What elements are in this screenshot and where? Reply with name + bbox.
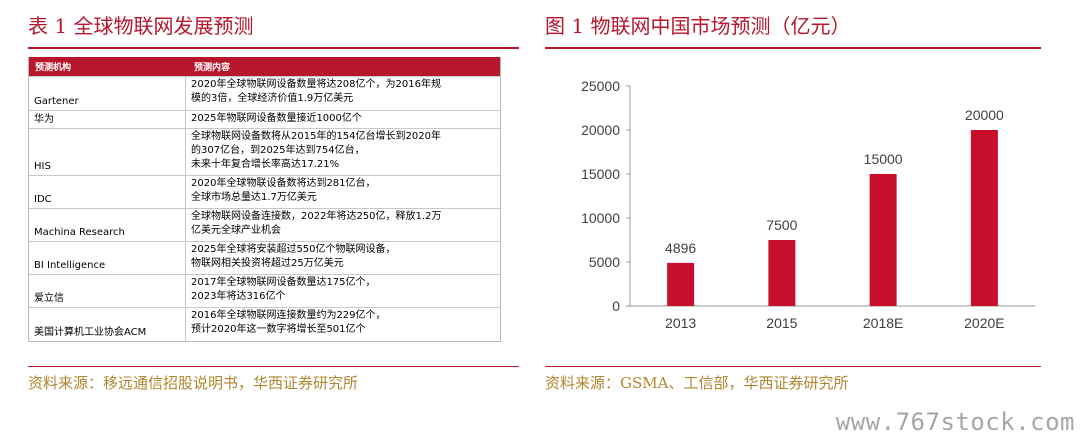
- y-tick-label: 20000: [581, 122, 620, 138]
- row-org: 美国计算机工业协会ACM: [29, 308, 186, 341]
- content-line: 物联网相关投资将超过25万亿美元: [191, 258, 344, 269]
- content-line: 全球物联网设备数将从2015年的154亿台增长到2020年: [191, 131, 441, 142]
- table-row: BI Intelligence 2025年全球将安装超过550亿个物联网设备， 物联…: [29, 241, 500, 274]
- table-row: 爱立信 2017年全球物联网设备数量达175亿个， 2023年将达316亿个: [29, 274, 500, 307]
- y-tick-label: 25000: [581, 78, 620, 94]
- row-org: 华为: [29, 111, 186, 128]
- row-org: HIS: [29, 129, 186, 175]
- row-org: IDC: [29, 176, 186, 208]
- chart-title-rule: [545, 47, 1041, 49]
- content-line: 2017年全球物联网设备数量达175亿个，: [191, 277, 376, 288]
- content-line: 2025年全球将安装超过550亿个物联网设备，: [191, 244, 396, 255]
- content-line: 未来十年复合增长率高达17.21%: [191, 159, 340, 170]
- table-header: 预测机构 预测内容: [29, 57, 500, 76]
- table-row: IDC 2020年全球物联设备数将达到281亿台， 全球市场总量达1.7万亿美元: [29, 175, 500, 208]
- content-line: 亿美元全球产业机会: [191, 225, 281, 236]
- table-body: Gartener 2020年全球物联网设备数量将达208亿个，为2016年规 模的3…: [29, 76, 500, 341]
- row-org: Machina Research: [29, 209, 186, 241]
- content-line: 的307亿台，到2025年达到754亿台，: [191, 145, 365, 156]
- bar-2020E: [970, 130, 998, 306]
- content-line: 2020年全球物联设备数将达到281亿台，: [191, 178, 376, 189]
- row-org: 爱立信: [29, 275, 186, 307]
- data-label: 4896: [665, 240, 696, 256]
- y-tick-label: 0: [612, 298, 620, 314]
- row-org: BI Intelligence: [29, 242, 186, 274]
- content-line: 全球市场总量达1.7万亿美元: [191, 192, 317, 203]
- y-tick-label: 10000: [581, 210, 620, 226]
- x-tick-label: 2015: [766, 315, 797, 331]
- row-content: 2020年全球物联网设备数量将达208亿个，为2016年规 模的3倍，全球经济价值…: [186, 77, 500, 110]
- x-tick-label: 2020E: [964, 315, 1004, 331]
- chart-source-rule: [545, 366, 1041, 367]
- x-tick-label: 2018E: [863, 315, 903, 331]
- content-line: 2023年将达316亿个: [191, 291, 286, 302]
- table-row: HIS 全球物联网设备数将从2015年的154亿台增长到2020年 的307亿台，到…: [29, 128, 500, 175]
- data-label: 15000: [864, 151, 903, 167]
- data-label: 20000: [965, 107, 1004, 123]
- y-tick-label: 5000: [589, 254, 620, 270]
- table-title: 表 1 全球物联网发展预测: [28, 14, 254, 38]
- bar-2013: [667, 262, 695, 306]
- row-content: 2016年全球物联网连接数量约为229亿个， 预计2020年这一数字将增长至501…: [186, 308, 500, 341]
- watermark: www.767stock.com: [835, 408, 1075, 436]
- forecast-table: 预测机构 预测内容 Gartener 2020年全球物联网设备数量将达208亿个，…: [28, 57, 501, 342]
- table-row: 美国计算机工业协会ACM 2016年全球物联网连接数量约为229亿个， 预计2020…: [29, 307, 500, 341]
- chart-svg: 0 5000 10000 15000 20000 25000 4896 2013 7500 201…: [581, 78, 1035, 331]
- header-org: 预测机构: [35, 63, 72, 73]
- data-label: 7500: [766, 217, 797, 233]
- content-line: 模的3倍，全球经济价值1.9万亿美元: [191, 93, 354, 104]
- content-line: 预计2020年这一数字将增长至501亿个: [191, 324, 366, 335]
- source-rule: [28, 366, 519, 367]
- content-line: 全球物联网设备连接数，2022年将达250亿，释放1.2万: [191, 211, 442, 222]
- row-content: 2017年全球物联网设备数量达175亿个， 2023年将达316亿个: [186, 275, 500, 307]
- market-forecast-chart: 0 5000 10000 15000 20000 25000 4896 2013 7500 201…: [545, 68, 1045, 348]
- bar-2015: [768, 240, 796, 306]
- chart-title: 图 1 物联网中国市场预测（亿元）: [545, 14, 851, 38]
- table-row: 华为 2025年物联网设备数量接近1000亿个: [29, 110, 500, 128]
- row-content: 全球物联网设备数将从2015年的154亿台增长到2020年 的307亿台，到202…: [186, 129, 500, 175]
- title-rule: [28, 47, 519, 49]
- row-content: 2025年物联网设备数量接近1000亿个: [186, 111, 500, 128]
- table-source: 资料来源：移远通信招股说明书，华西证券研究所: [28, 374, 359, 392]
- chart-source: 资料来源：GSMA、工信部，华西证券研究所: [545, 374, 849, 392]
- content-line: 2020年全球物联网设备数量将达208亿个，为2016年规: [191, 79, 441, 90]
- row-org: Gartener: [29, 77, 186, 110]
- y-tick-label: 15000: [581, 166, 620, 182]
- table-row: Gartener 2020年全球物联网设备数量将达208亿个，为2016年规 模的3…: [29, 76, 500, 110]
- table-row: Machina Research 全球物联网设备连接数，2022年将达250亿，释…: [29, 208, 500, 241]
- row-content: 2025年全球将安装超过550亿个物联网设备， 物联网相关投资将超过25万亿美元: [186, 242, 500, 274]
- row-content: 全球物联网设备连接数，2022年将达250亿，释放1.2万 亿美元全球产业机会: [186, 209, 500, 241]
- row-content: 2020年全球物联设备数将达到281亿台， 全球市场总量达1.7万亿美元: [186, 176, 500, 208]
- bar-2018E: [869, 174, 897, 306]
- header-content: 预测内容: [194, 63, 231, 73]
- x-tick-label: 2013: [665, 315, 696, 331]
- content-line: 2016年全球物联网连接数量约为229亿个，: [191, 310, 386, 321]
- content-line: 2025年物联网设备数量接近1000亿个: [191, 113, 362, 124]
